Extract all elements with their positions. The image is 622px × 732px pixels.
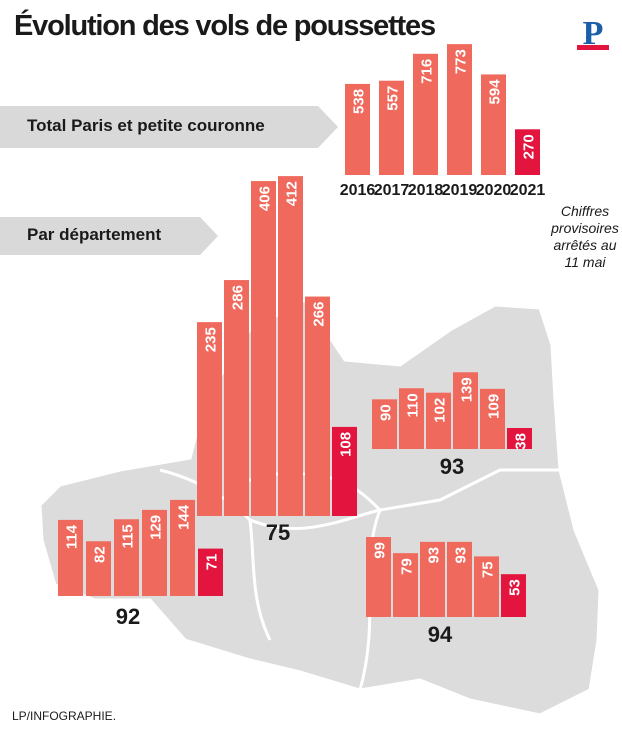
bar bbox=[278, 176, 303, 516]
year-tick-label: 2017 bbox=[374, 182, 410, 199]
bar-value-label: 266 bbox=[311, 302, 328, 327]
bar bbox=[366, 537, 391, 617]
bar bbox=[480, 388, 505, 449]
bar-value-label: 557 bbox=[385, 86, 402, 111]
bar bbox=[447, 541, 472, 617]
bar bbox=[515, 129, 540, 175]
total-arrow-label: Total Paris et petite couronne bbox=[27, 116, 265, 135]
year-tick-label: 2020 bbox=[476, 182, 512, 199]
bar-value-label: 286 bbox=[230, 285, 247, 310]
bar bbox=[413, 53, 438, 175]
bar bbox=[393, 553, 418, 617]
bar-value-label: 129 bbox=[148, 515, 165, 540]
total-arrow bbox=[0, 106, 338, 148]
bar bbox=[142, 509, 167, 596]
bar-value-label: 71 bbox=[204, 554, 221, 571]
bar bbox=[170, 499, 195, 596]
bar bbox=[305, 296, 330, 516]
department-label: 75 bbox=[266, 520, 290, 545]
bar-value-label: 93 bbox=[426, 547, 443, 564]
bar bbox=[198, 548, 223, 596]
bar bbox=[420, 541, 445, 617]
bar-value-label: 139 bbox=[459, 377, 476, 402]
bar bbox=[447, 44, 472, 175]
bar bbox=[224, 280, 249, 516]
bar-value-label: 115 bbox=[120, 524, 137, 548]
logo-letter: P bbox=[583, 15, 604, 50]
bar bbox=[251, 181, 276, 517]
bar bbox=[481, 74, 506, 175]
bar-value-label: 594 bbox=[487, 79, 504, 105]
year-tick-label: 2018 bbox=[408, 182, 444, 199]
bar bbox=[86, 541, 111, 596]
year-tick-label: 2019 bbox=[442, 182, 478, 199]
bar-value-label: 270 bbox=[521, 134, 538, 159]
bar bbox=[507, 428, 532, 449]
bar-value-label: 144 bbox=[176, 504, 193, 530]
bar-value-label: 75 bbox=[480, 561, 497, 578]
dept-arrow bbox=[0, 217, 218, 255]
bar-value-label: 538 bbox=[351, 89, 368, 114]
department-label: 94 bbox=[428, 622, 453, 647]
le-parisien-logo: P bbox=[577, 14, 609, 50]
bar-value-label: 108 bbox=[338, 432, 355, 457]
bar-value-label: 109 bbox=[486, 394, 503, 419]
bar bbox=[372, 399, 397, 449]
credit-line: LP/INFOGRAPHIE. bbox=[12, 709, 117, 723]
department-label: 92 bbox=[116, 604, 140, 629]
dept-border bbox=[248, 519, 272, 641]
bar-value-label: 79 bbox=[399, 558, 416, 575]
bar-value-label: 114 bbox=[64, 524, 81, 549]
bar-value-label: 110 bbox=[405, 393, 422, 417]
bar bbox=[399, 388, 424, 449]
chart-title: Évolution des vols de poussettes bbox=[14, 10, 436, 42]
bar-value-label: 773 bbox=[453, 49, 470, 74]
bar bbox=[345, 83, 370, 175]
bar bbox=[453, 372, 478, 449]
bar-value-label: 82 bbox=[92, 546, 109, 563]
year-tick-label: 2016 bbox=[340, 182, 376, 199]
bar-value-label: 412 bbox=[284, 181, 301, 206]
bar bbox=[114, 519, 139, 596]
bar-value-label: 90 bbox=[378, 404, 395, 421]
bar-value-label: 102 bbox=[432, 398, 449, 423]
bar-value-label: 93 bbox=[453, 547, 470, 564]
dept-arrow-label: Par département bbox=[27, 225, 162, 244]
bar bbox=[501, 574, 526, 617]
bar bbox=[474, 556, 499, 617]
bar-value-label: 235 bbox=[203, 327, 220, 352]
bar-value-label: 38 bbox=[513, 433, 530, 450]
bar bbox=[197, 322, 222, 516]
department-label: 93 bbox=[440, 454, 464, 479]
provisional-note: Chiffres provisoires arrêtés au 11 mai bbox=[551, 203, 619, 270]
year-tick-label: 2021 bbox=[510, 182, 546, 199]
bar-value-label: 99 bbox=[372, 542, 389, 559]
bar-value-label: 716 bbox=[419, 59, 436, 84]
bar bbox=[332, 426, 357, 516]
bar bbox=[379, 80, 404, 175]
bar-value-label: 406 bbox=[257, 186, 274, 211]
bar-value-label: 53 bbox=[507, 579, 524, 596]
bar bbox=[58, 519, 83, 596]
bar bbox=[426, 392, 451, 449]
